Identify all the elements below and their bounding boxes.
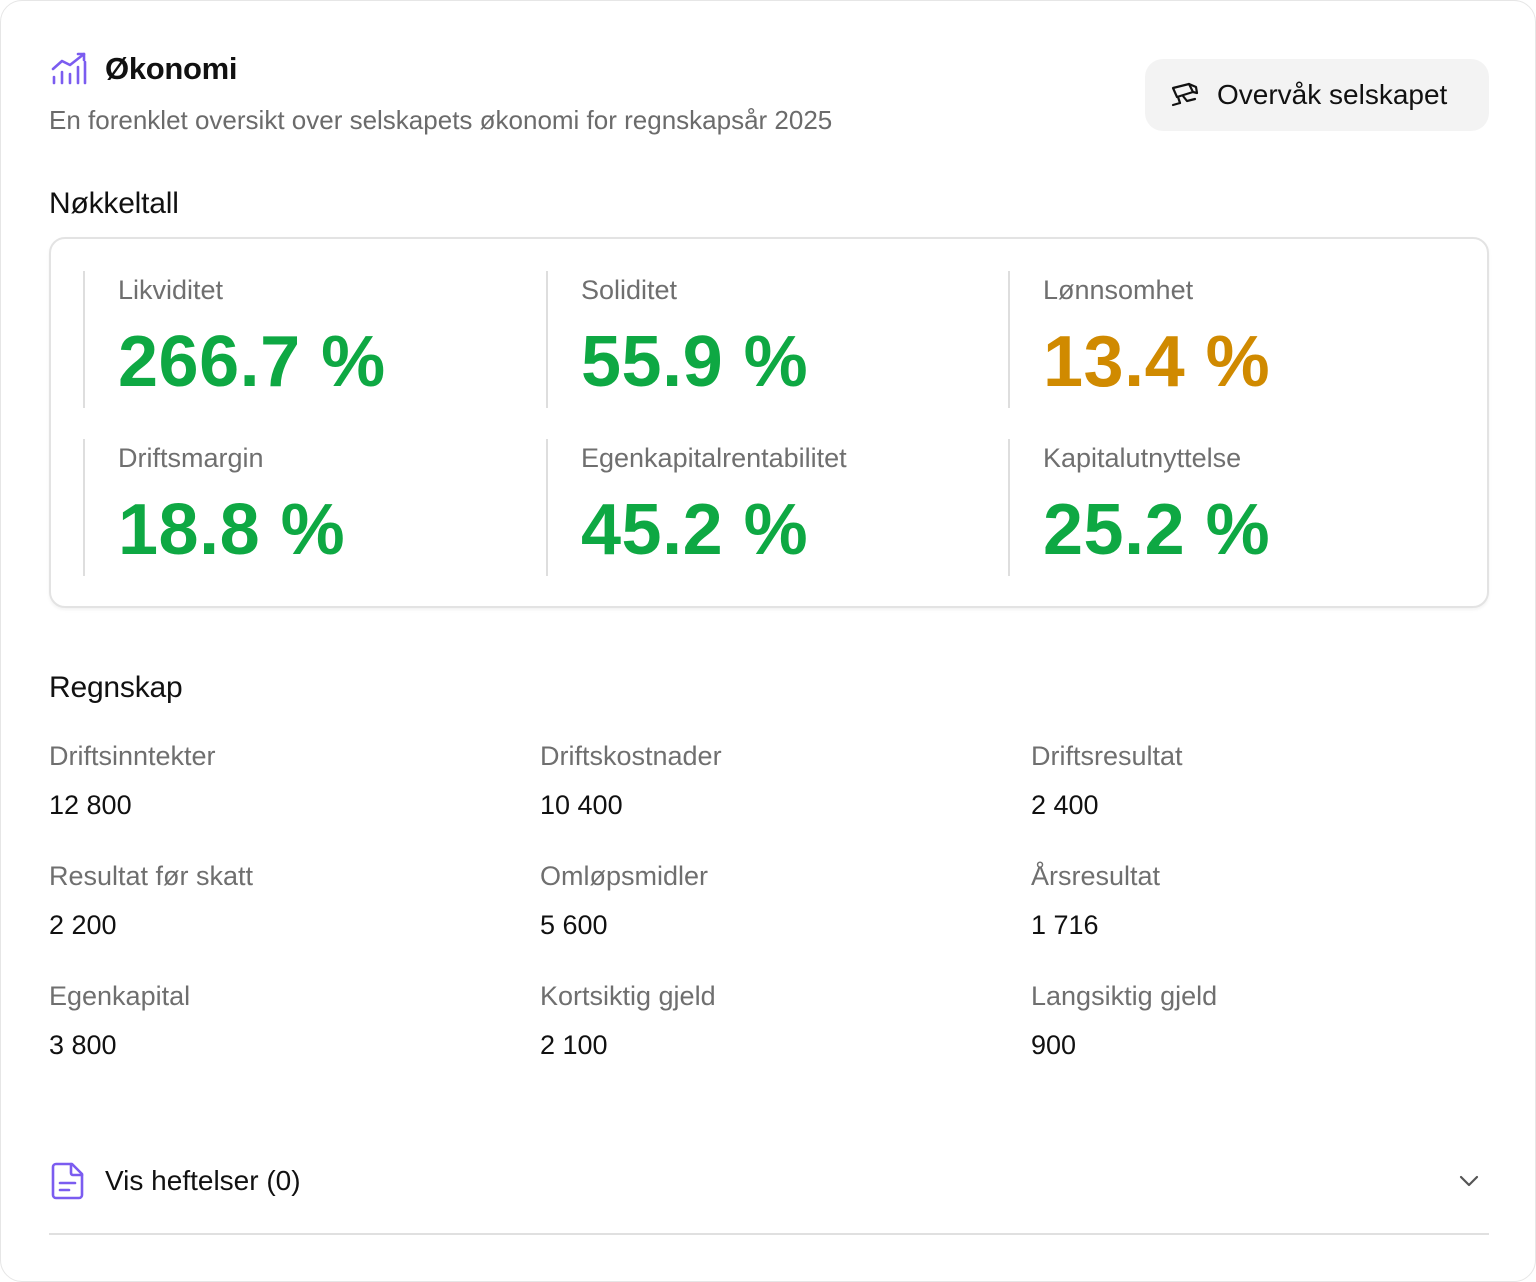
kpi-label: Egenkapitalrentabilitet xyxy=(581,443,847,473)
kpi-value: 13.4 % xyxy=(1043,322,1271,402)
document-icon xyxy=(49,1161,87,1201)
account-langsiktig-gjeld: Langsiktig gjeld 900 xyxy=(1031,981,1491,1061)
account-label: Resultat før skatt xyxy=(49,861,254,891)
header: Økonomi En forenklet oversikt over selsk… xyxy=(49,47,832,136)
kpi-value: 266.7 % xyxy=(118,322,386,402)
account-value: 10 400 xyxy=(540,790,623,820)
account-egenkapital: Egenkapital 3 800 xyxy=(49,981,509,1061)
kpi-driftsmargin: Driftsmargin 18.8 % xyxy=(83,439,503,576)
account-label: Driftskostnader xyxy=(540,741,722,771)
kpi-label: Lønnsomhet xyxy=(1043,275,1194,305)
account-label: Kortsiktig gjeld xyxy=(540,981,716,1011)
kpi-label: Driftsmargin xyxy=(118,443,264,473)
kpi-egenkapitalrentabilitet: Egenkapitalrentabilitet 45.2 % xyxy=(546,439,966,576)
key-figures-title: Nøkkeltall xyxy=(49,187,179,220)
kpi-label: Likviditet xyxy=(118,275,224,305)
account-value: 2 200 xyxy=(49,910,117,940)
account-label: Driftsresultat xyxy=(1031,741,1183,771)
accounts-title: Regnskap xyxy=(49,671,183,704)
kpi-label: Kapitalutnyttelse xyxy=(1043,443,1242,473)
page-subtitle: En forenklet oversikt over selskapets øk… xyxy=(49,105,833,135)
kpi-label: Soliditet xyxy=(581,275,678,305)
page-title: Økonomi xyxy=(105,51,238,86)
kpi-value: 45.2 % xyxy=(581,490,809,570)
account-label: Driftsinntekter xyxy=(49,741,216,771)
watch-company-button[interactable]: Overvåk selskapet xyxy=(1145,59,1489,131)
kpi-value: 18.8 % xyxy=(118,490,346,570)
account-value: 5 600 xyxy=(540,910,608,940)
chart-trend-icon xyxy=(49,50,87,88)
account-value: 1 716 xyxy=(1031,910,1099,940)
account-value: 3 800 xyxy=(49,1030,117,1060)
kpi-soliditet: Soliditet 55.9 % xyxy=(546,271,966,408)
encumbrances-label: Vis heftelser (0) xyxy=(105,1165,301,1196)
kpi-value: 25.2 % xyxy=(1043,490,1271,570)
account-kortsiktig-gjeld: Kortsiktig gjeld 2 100 xyxy=(540,981,1000,1061)
account-value: 12 800 xyxy=(49,790,132,820)
account-omlopsmidler: Omløpsmidler 5 600 xyxy=(540,861,1000,941)
account-label: Omløpsmidler xyxy=(540,861,709,891)
account-value: 2 400 xyxy=(1031,790,1099,820)
account-value: 900 xyxy=(1031,1030,1077,1060)
account-driftsinntekter: Driftsinntekter 12 800 xyxy=(49,741,509,821)
account-driftskostnader: Driftskostnader 10 400 xyxy=(540,741,1000,821)
kpi-kapitalutnyttelse: Kapitalutnyttelse 25.2 % xyxy=(1008,439,1428,576)
encumbrances-toggle[interactable]: Vis heftelser (0) xyxy=(49,1151,1489,1235)
account-driftsresultat: Driftsresultat 2 400 xyxy=(1031,741,1491,821)
kpi-value: 55.9 % xyxy=(581,322,809,402)
chevron-down-icon[interactable] xyxy=(1455,1169,1483,1193)
title-row: Økonomi xyxy=(49,47,832,91)
account-label: Langsiktig gjeld xyxy=(1031,981,1218,1011)
account-arsresultat: Årsresultat 1 716 xyxy=(1031,861,1491,941)
account-value: 2 100 xyxy=(540,1030,608,1060)
watch-company-label: Overvåk selskapet xyxy=(1217,79,1448,110)
account-label: Årsresultat xyxy=(1031,861,1161,891)
account-resultat-for-skatt: Resultat før skatt 2 200 xyxy=(49,861,509,941)
account-label: Egenkapital xyxy=(49,981,191,1011)
kpi-likviditet: Likviditet 266.7 % xyxy=(83,271,503,408)
binoculars-icon xyxy=(1169,79,1201,111)
kpi-lonnsomhet: Lønnsomhet 13.4 % xyxy=(1008,271,1428,408)
key-figures-card: Likviditet 266.7 % Soliditet 55.9 % Lønn… xyxy=(49,237,1489,608)
